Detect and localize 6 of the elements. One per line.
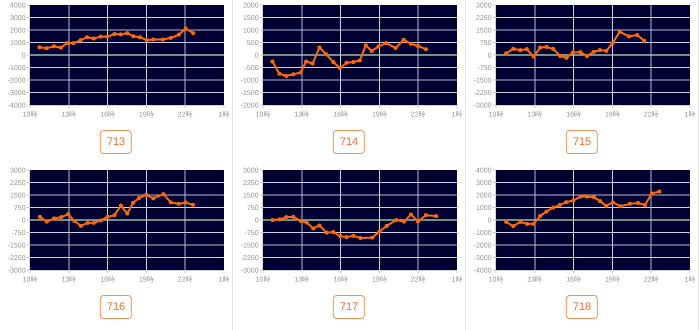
text: 714 — [332, 130, 366, 154]
text: 716 — [100, 295, 132, 319]
text: 717 — [332, 295, 366, 319]
text: 713 — [100, 130, 132, 154]
text: 715 — [566, 130, 598, 154]
text: 718 — [566, 295, 598, 319]
